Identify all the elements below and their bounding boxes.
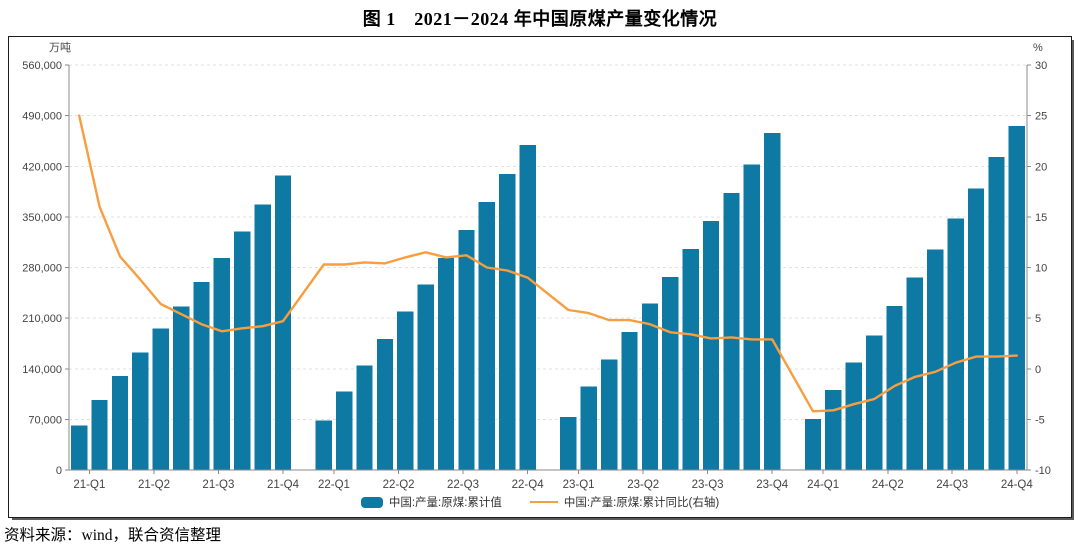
- x-axis-tick-label: 23-Q1: [563, 479, 595, 491]
- production-bar: [417, 284, 434, 470]
- production-bar: [927, 249, 944, 470]
- production-bar: [886, 306, 903, 470]
- combo-chart: 万吨 % 0 -10 70,000 -5 140,000 0 210,000 5 280,000 10…: [22, 41, 1051, 491]
- x-axis-tick-label: 23-Q4: [756, 479, 789, 491]
- x-axis-tick-label: 24-Q2: [872, 479, 904, 491]
- production-bar: [845, 362, 862, 470]
- right-axis-tick-label: 0: [1035, 364, 1041, 376]
- left-axis-unit: 万吨: [49, 41, 71, 54]
- right-axis-tick-label: 5: [1035, 313, 1041, 325]
- x-axis-tick-label: 24-Q3: [936, 479, 968, 491]
- left-axis-tick-label: 0: [56, 465, 62, 477]
- x-axis-tick-label: 22-Q2: [383, 479, 415, 491]
- right-axis-unit: %: [1033, 42, 1043, 54]
- left-axis-tick-label: 420,000: [22, 161, 62, 173]
- right-axis-tick-label: -5: [1035, 414, 1045, 426]
- production-bar: [906, 277, 924, 470]
- production-bar: [723, 193, 740, 471]
- production-bar: [804, 419, 822, 470]
- x-axis-tick-label: 21-Q2: [138, 479, 170, 491]
- legend-label-production: 中国:产量:原煤:累计值: [388, 497, 502, 509]
- legend-item-yoy: 中国:产量:原煤:累计同比(右轴): [529, 494, 720, 510]
- production-bar: [967, 188, 985, 470]
- yoy-line: [77, 114, 1018, 413]
- production-bar: [336, 391, 353, 470]
- production-bar: [274, 175, 292, 470]
- production-bar: [743, 164, 760, 470]
- bar-series-swatch: [360, 496, 383, 508]
- x-axis-tick-label: 24-Q4: [1001, 479, 1034, 491]
- legend-label-yoy: 中国:产量:原煤:累计同比(右轴): [563, 497, 720, 509]
- left-axis-tick-label: 70,000: [28, 414, 62, 426]
- production-bar: [172, 306, 190, 470]
- chart-title: 图 1 2021－2024 年中国原煤产量变化情况: [362, 9, 718, 29]
- left-axis-tick-label: 490,000: [22, 111, 62, 123]
- production-bar: [988, 156, 1005, 470]
- production-bar: [91, 399, 108, 470]
- production-bar: [662, 276, 679, 470]
- left-axis-tick-label: 280,000: [22, 263, 62, 275]
- source-note: 资料来源：wind，联合资信整理: [4, 527, 222, 544]
- right-axis-tick-label: 30: [1035, 60, 1047, 72]
- x-axis-tick-label: 23-Q2: [627, 479, 659, 491]
- production-bar: [580, 386, 597, 470]
- right-axis-tick-label: 10: [1035, 263, 1047, 275]
- left-axis-tick-label: 350,000: [22, 212, 62, 224]
- right-axis-tick-label: 15: [1035, 212, 1047, 224]
- production-bar: [1008, 125, 1025, 470]
- chart-legend: 中国:产量:原煤:累计值 中国:产量:原煤:累计同比(右轴): [9, 494, 1071, 510]
- production-bar: [702, 221, 720, 470]
- left-axis-tick-label: 560,000: [22, 60, 62, 72]
- x-axis-tick-label: 22-Q4: [512, 479, 545, 491]
- legend-item-production: 中国:产量:原煤:累计值: [360, 494, 502, 510]
- production-bar: [437, 257, 455, 470]
- chart-panel: 万吨% 0 -10 70,000 -5 140,000 0 210,000 5 280,000 10…: [8, 36, 1072, 518]
- x-axis-tick-label: 21-Q3: [202, 479, 234, 491]
- production-bar: [193, 282, 210, 470]
- x-axis-tick-label: 21-Q4: [267, 479, 300, 491]
- x-axis-tick-label: 21-Q1: [73, 479, 105, 491]
- line-series-swatch: [529, 501, 558, 503]
- production-bar: [947, 218, 964, 470]
- production-bar: [213, 258, 231, 470]
- production-bar: [132, 352, 149, 470]
- production-bar: [71, 425, 88, 470]
- left-axis-tick-label: 140,000: [22, 364, 62, 376]
- production-bar: [825, 390, 842, 470]
- production-bar: [764, 133, 781, 470]
- x-axis-tick-label: 24-Q1: [807, 479, 839, 491]
- production-bar: [560, 416, 577, 470]
- production-bar: [397, 311, 414, 470]
- production-bar: [376, 339, 394, 470]
- production-bar: [499, 173, 516, 470]
- production-bar: [865, 335, 883, 470]
- x-axis-tick-label: 22-Q1: [318, 479, 350, 491]
- left-axis-tick-label: 210,000: [22, 313, 62, 325]
- production-bar: [600, 359, 618, 470]
- right-axis-tick-label: -10: [1035, 465, 1051, 477]
- production-bar: [152, 328, 169, 470]
- production-bar: [356, 365, 373, 470]
- x-axis-tick-label: 23-Q3: [692, 479, 724, 491]
- production-bar: [111, 376, 129, 470]
- production-bar: [315, 420, 332, 470]
- x-axis-tick-label: 22-Q3: [447, 479, 479, 491]
- right-axis-tick-label: 20: [1035, 161, 1047, 173]
- right-axis-tick-label: 25: [1035, 111, 1047, 123]
- production-bar: [234, 231, 251, 470]
- production-bar: [458, 230, 475, 470]
- production-bar: [641, 303, 659, 470]
- production-bar: [478, 201, 496, 470]
- production-bar: [621, 331, 638, 470]
- production-bar: [254, 204, 271, 470]
- production-bar: [519, 144, 536, 470]
- production-bar: [682, 248, 699, 470]
